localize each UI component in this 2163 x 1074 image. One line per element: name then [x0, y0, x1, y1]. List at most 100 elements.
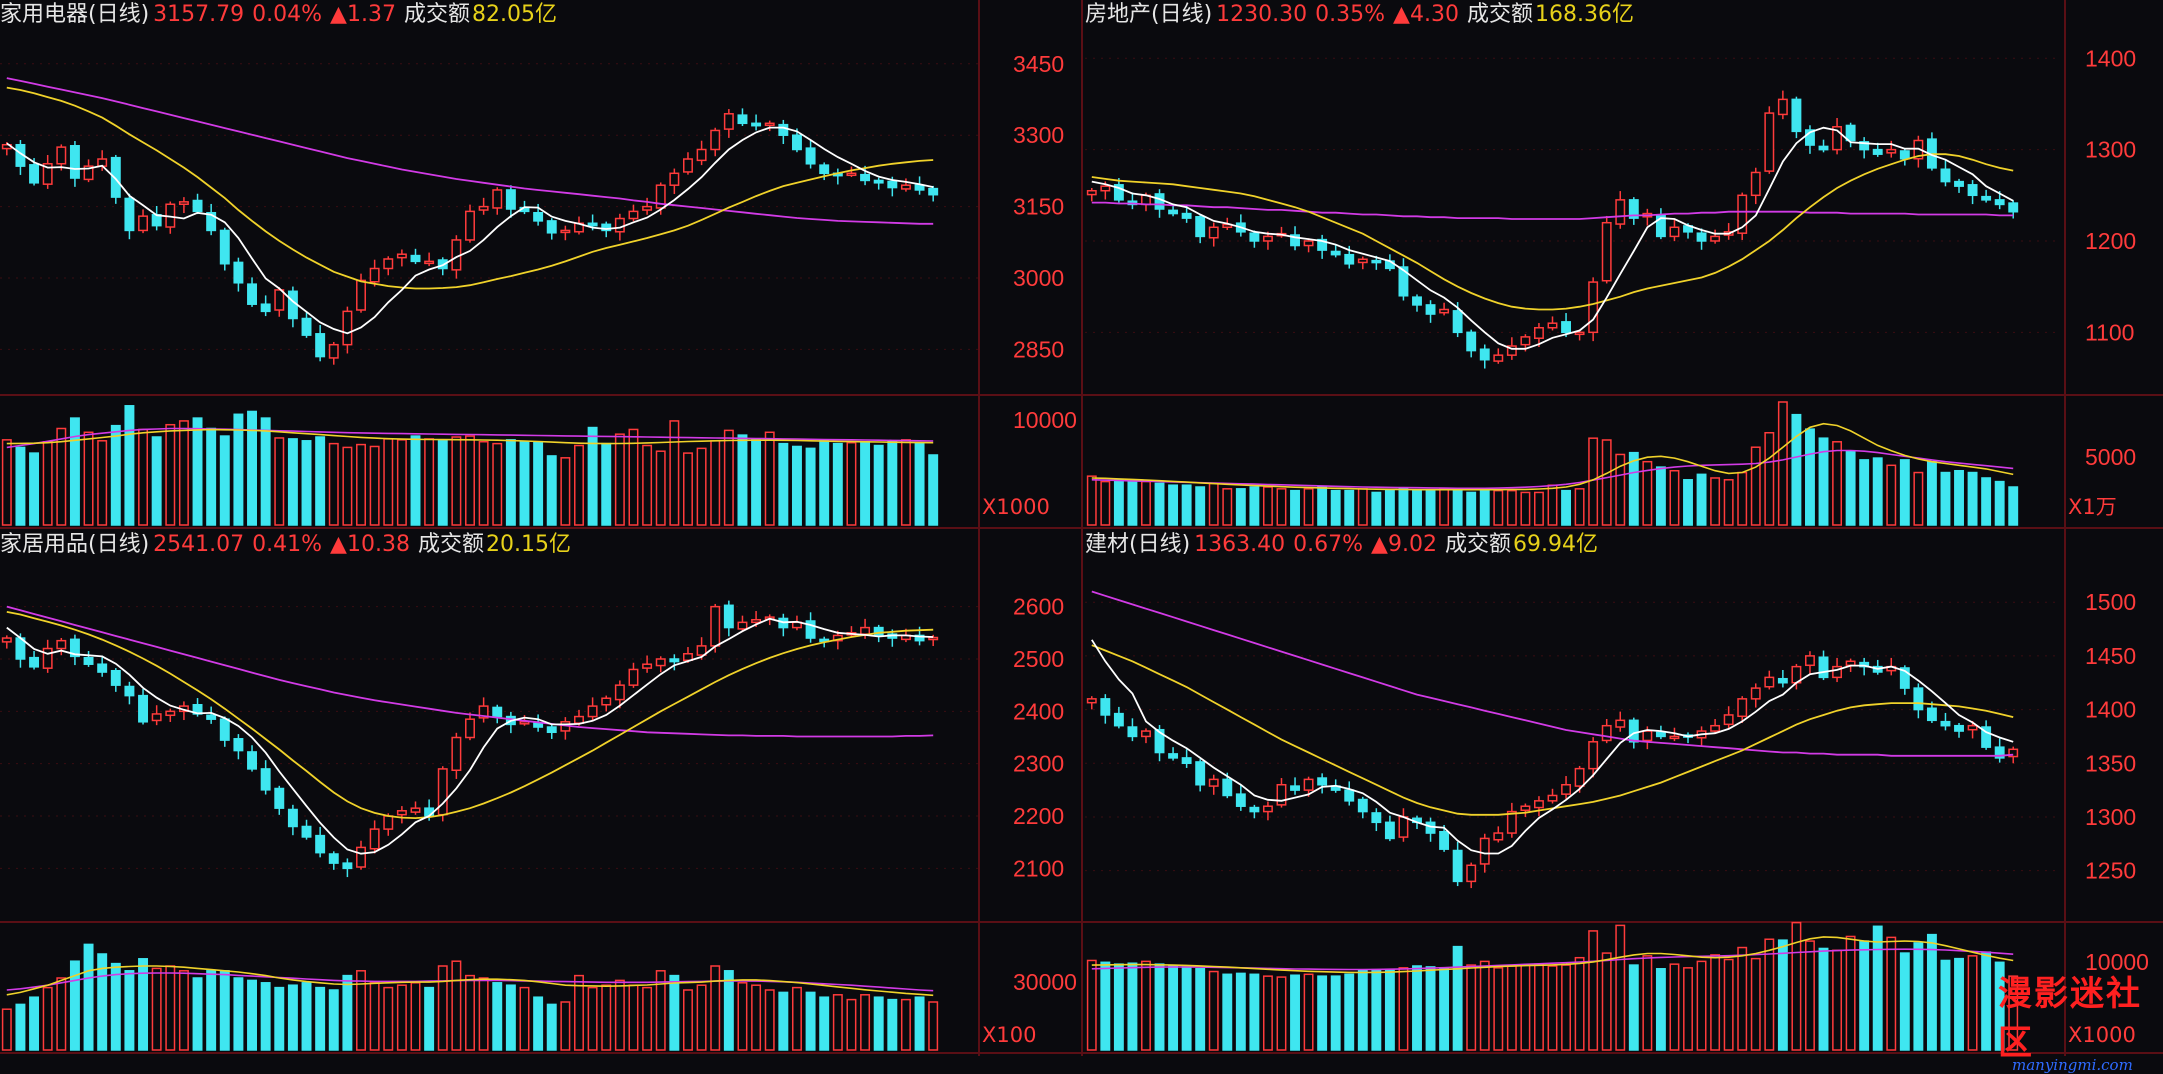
volume-bar — [206, 970, 217, 1051]
volume-bar — [682, 989, 693, 1051]
volume-bar — [192, 417, 203, 526]
candle — [1588, 277, 1599, 342]
candle-body — [1805, 129, 1815, 146]
candle-body — [151, 713, 162, 722]
volume-bar — [1601, 439, 1612, 526]
candle-body — [1398, 816, 1409, 838]
volume-bar — [1384, 489, 1395, 526]
candle-body — [1764, 112, 1775, 172]
volume-bar — [42, 986, 53, 1051]
candle-body — [138, 694, 149, 723]
candle-body — [737, 114, 748, 125]
candle-body — [1506, 810, 1517, 834]
candle-body — [1737, 194, 1748, 234]
candle-body — [247, 751, 258, 770]
panel-building-materials[interactable]: 1500 1450 1400 1350 1300 1250 10000 — [1085, 589, 2149, 1051]
candle-body — [1859, 661, 1870, 668]
candle — [682, 152, 693, 175]
volume-unit-label: X1万 — [2068, 495, 2117, 519]
volume-bar — [655, 970, 666, 1051]
volume-bar — [1100, 480, 1111, 526]
ma60-line — [6, 77, 934, 225]
candle — [1317, 234, 1328, 259]
volume-bar — [1845, 935, 1856, 1051]
volume-bars — [1086, 921, 2019, 1051]
volume-bar — [1859, 459, 1870, 526]
candle-body — [1561, 321, 1572, 334]
candle — [1601, 215, 1612, 284]
candle — [1249, 230, 1260, 248]
panel-header-building-materials: 建材(日线) 1363.40 0.67% ▲9.02 成交额69.94亿 — [1085, 530, 1598, 560]
volume-ma-line — [6, 428, 934, 445]
candle — [233, 734, 244, 760]
candle — [696, 140, 707, 166]
candle-body — [1710, 235, 1721, 242]
volume-bar — [151, 436, 162, 526]
candle — [110, 668, 121, 692]
turnover-label: 成交额 — [1466, 2, 1533, 27]
volume-bar — [1452, 489, 1463, 526]
volume-bar — [301, 982, 312, 1051]
panel-home-furnishings[interactable]: 2600 2500 2400 2300 2200 2100 30000 — [0, 594, 1077, 1051]
candle — [42, 639, 53, 673]
candle — [560, 717, 571, 740]
volume-bar — [560, 457, 571, 526]
candle-body — [1777, 677, 1788, 684]
volume-bar — [178, 420, 189, 526]
volume-bar — [1954, 957, 1964, 1051]
candle-body — [29, 164, 40, 184]
volume-bar — [1561, 964, 1572, 1051]
volume-bar — [437, 440, 448, 526]
volume-bar — [1845, 450, 1856, 526]
candle — [342, 306, 353, 354]
volume-bar — [1086, 959, 1097, 1051]
candle — [1615, 191, 1626, 229]
candle-body — [873, 626, 884, 637]
volume-bar — [1683, 479, 1693, 526]
ma60-line — [1091, 201, 2014, 220]
candle — [1398, 808, 1409, 842]
volume-bar — [301, 440, 312, 526]
volume-bar — [1506, 965, 1517, 1051]
volume-bar — [1533, 491, 1544, 526]
volume-bar — [1981, 951, 1992, 1051]
candle-body — [1290, 785, 1300, 791]
candle-body — [723, 113, 734, 130]
volume-bar — [1547, 965, 1558, 1051]
volume-bar — [369, 445, 380, 526]
volume-bar — [805, 991, 816, 1051]
volume-bar — [1723, 479, 1734, 526]
volume-bar — [900, 439, 911, 526]
volume-bar — [1181, 484, 1192, 526]
candle-body — [642, 663, 653, 669]
candle-body — [342, 310, 353, 346]
volume-bar — [574, 974, 584, 1051]
panel-real-estate[interactable]: 1400 1300 1200 1100 5000 — [1085, 45, 2136, 526]
volume-bar — [124, 970, 135, 1051]
volume-bar — [860, 440, 871, 526]
price-tick-label: 3150 — [1013, 194, 1064, 220]
candle-body — [110, 156, 121, 198]
candle-body — [2008, 202, 2019, 213]
candle-body — [328, 343, 339, 359]
candle-body — [1615, 199, 1626, 225]
candle — [1642, 208, 1653, 226]
candle — [1425, 817, 1436, 842]
volume-bar — [219, 435, 230, 526]
price-tick-label: 1250 — [2085, 858, 2136, 884]
candle-body — [1533, 327, 1544, 339]
candle-body — [696, 148, 707, 162]
candles — [1, 108, 939, 365]
volume-bar — [260, 417, 271, 526]
candle-body — [342, 862, 353, 870]
candle — [873, 177, 884, 190]
volume-bar — [437, 965, 448, 1051]
turnover-value: 82.05亿 — [471, 2, 557, 27]
index-pct-change: 0.67% — [1293, 532, 1364, 557]
candle-body — [914, 184, 925, 191]
volume-bar — [791, 445, 802, 526]
panel-home-appliances[interactable]: 3450 3300 3150 3000 2850 10000 — [0, 51, 1077, 526]
candle — [642, 197, 653, 215]
volume-bar — [315, 986, 326, 1051]
volume-bar — [1547, 484, 1558, 526]
